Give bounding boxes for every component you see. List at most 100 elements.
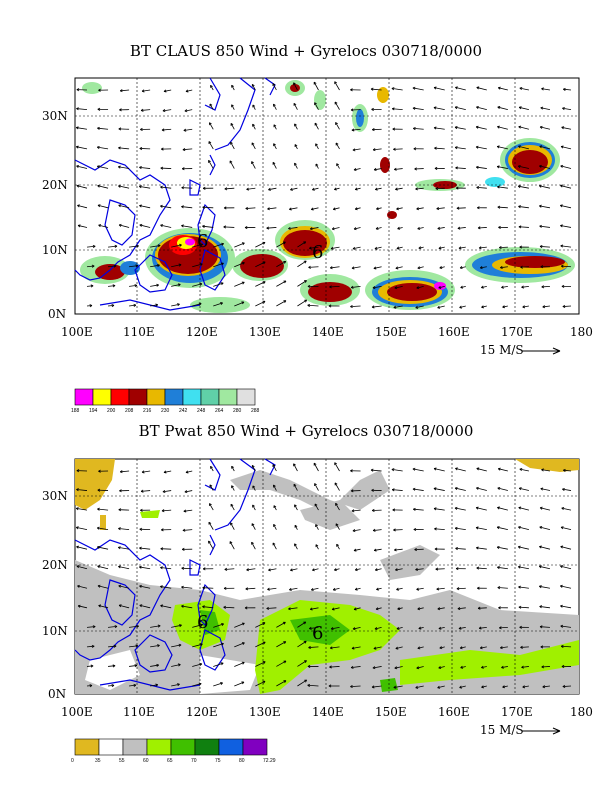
wind-vector-head [541,87,544,91]
wind-vector-head [542,305,546,309]
wind-vector [476,567,487,570]
wind-vector [293,483,298,491]
wind-vector [192,663,203,667]
wind-vector-head [288,607,291,611]
wind-vector-head [560,145,564,149]
wind-vector-head [293,463,296,467]
wind-vector [518,126,530,130]
wind-vector-head [433,86,437,90]
wind-vector-head [76,107,79,111]
top-wind-vectors [75,81,572,309]
wind-vector [213,682,223,687]
wind-vector [540,126,551,130]
wind-vector [391,469,403,472]
wind-vector-head [393,305,397,309]
wind-vector [497,507,508,511]
wind-vector [539,565,551,570]
wind-vector [181,567,193,570]
wind-vector [171,624,182,628]
wind-vector-head [395,646,399,650]
wind-vector [76,565,88,570]
wind-vector-head [455,186,459,190]
wind-vector-head [262,661,266,664]
wind-vector [395,568,403,571]
wind-vector-head [518,145,521,149]
wind-vector-head [393,528,396,532]
wind-vector-head [394,167,397,171]
wind-vector [266,227,277,229]
wind-vector [393,685,403,688]
wind-vector-head [199,643,203,647]
wind-vector-head [455,467,458,471]
wind-vector-head [417,646,421,650]
wind-vector [521,666,529,668]
wind-vector-head [392,127,396,131]
bottom-gyre-marker-1: 6 [197,612,208,633]
wind-vector [457,227,466,229]
bottom-map: 6 6 [74,458,580,735]
wind-vector [210,85,214,91]
wind-vector [500,646,508,649]
wind-vector [562,685,572,687]
wind-vector [476,187,487,189]
wind-vector-head [119,108,122,112]
wind-vector [273,124,277,130]
top-lon-tick-180: 180 [570,325,593,339]
top-coastline [74,77,276,311]
wind-vector-head [459,266,463,270]
wind-vector [139,185,151,189]
wind-vector [478,227,487,229]
wind-vector [182,529,193,531]
wind-vector [560,165,572,169]
wind-vector-head [373,646,377,650]
wind-vector [139,166,151,169]
colorbar-tick-label: 0 [71,758,74,764]
wind-vector-head [481,305,484,309]
wind-vector-head [92,244,96,249]
wind-vector-head [315,163,319,167]
wind-vector-head [221,242,224,246]
wind-vector-head [375,607,379,611]
wind-vector [502,305,508,308]
wind-vector [129,684,136,687]
wind-vector [560,225,572,228]
wind-vector-head [273,484,276,488]
wind-vector-head [135,644,139,648]
wind-vector-head [134,664,138,668]
wind-vector-head [560,526,564,530]
wind-vector [350,305,361,308]
wind-vector-head [210,465,213,469]
wind-vector-head [267,587,270,591]
wind-vector [501,666,508,669]
wind-vector [255,661,266,667]
wind-vector [459,685,466,688]
wind-vector-head [251,523,255,527]
wind-vector-head [496,145,500,149]
wind-vector [129,625,139,628]
wind-vector [108,626,118,628]
wind-vector-head [539,625,543,629]
wind-vector [560,526,572,531]
wind-vector-head [160,166,164,170]
wind-vector-head [133,683,137,687]
wind-vector-head [460,665,464,669]
wind-vector-head [75,126,79,130]
wind-vector-head [139,565,142,569]
wind-vector-head [354,587,358,591]
wind-vector [336,163,340,169]
wind-vector [351,509,361,512]
wind-vector [150,264,160,268]
wind-vector [76,527,88,531]
wind-vector-head [119,89,123,93]
wind-vector-head [200,243,204,247]
wind-vector [373,148,382,151]
wind-vector [563,469,572,472]
wind-vector [335,142,340,150]
wind-vector [540,107,551,111]
wind-vector-head [223,206,227,210]
wind-vector-head [397,607,401,611]
wind-vector [184,490,193,493]
wind-vector [352,529,361,532]
bottom-lat-tick-10n: 10N [42,624,68,638]
wind-vector-head [118,146,121,150]
